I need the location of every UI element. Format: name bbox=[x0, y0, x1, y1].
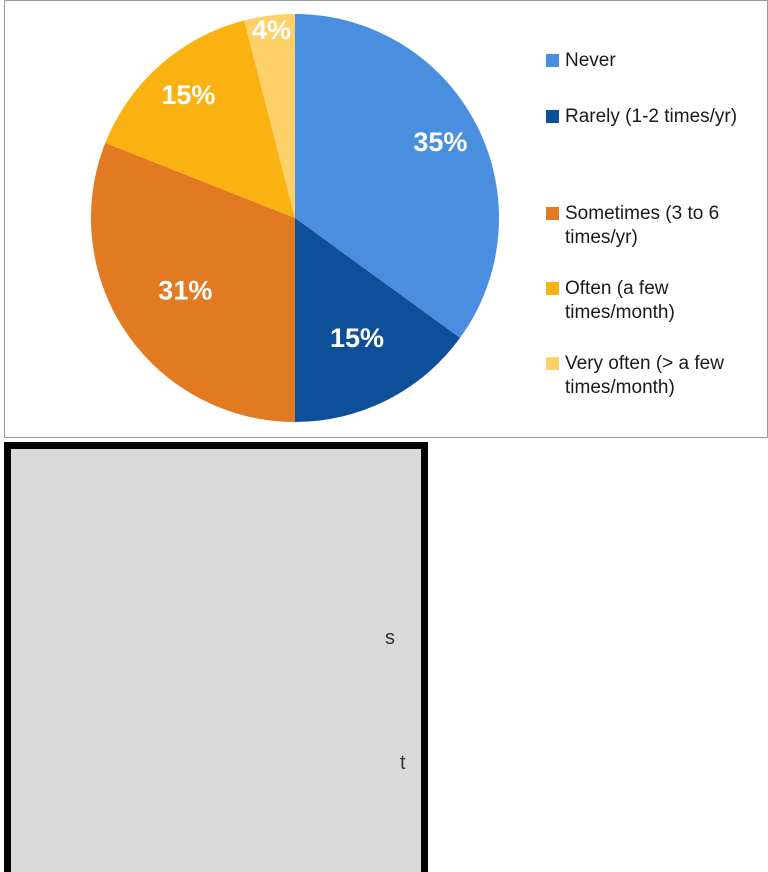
gray-panel: s t bbox=[4, 442, 428, 872]
legend-label: Very often (> a few times/month) bbox=[565, 353, 724, 398]
legend-swatch bbox=[546, 282, 559, 295]
pie-slice-never bbox=[295, 14, 499, 338]
data-label-rarely: 15% bbox=[330, 323, 384, 353]
legend-swatch bbox=[546, 110, 559, 123]
chart-area: 35% 15% 31% 15% 4% Never Rarely (1-2 times/yr… bbox=[4, 0, 768, 438]
legend-label: Sometimes (3 to 6 times/yr) bbox=[565, 203, 720, 248]
legend-item-sometimes: Sometimes (3 to 6 times/yr) bbox=[546, 202, 768, 250]
legend-item-never: Never bbox=[546, 49, 768, 73]
legend-label: Rarely (1-2 times/yr) bbox=[565, 106, 738, 127]
legend-item-often: Often (a few times/month) bbox=[546, 277, 768, 325]
legend-label: Never bbox=[565, 50, 616, 71]
pie-slice-often bbox=[105, 20, 296, 219]
pie-slice-very bbox=[244, 14, 295, 218]
legend-swatch bbox=[546, 54, 559, 67]
text-fragment-s: s bbox=[385, 627, 395, 649]
legend-swatch bbox=[546, 207, 559, 220]
legend-item-rarely: Rarely (1-2 times/yr) bbox=[546, 105, 768, 129]
data-label-very: 4% bbox=[252, 15, 291, 45]
pie-slice-sometimes bbox=[90, 142, 295, 422]
pie-slice-rarely bbox=[295, 218, 461, 422]
legend-swatch bbox=[546, 357, 559, 370]
pie-chart: 35% 15% 31% 15% 4% bbox=[90, 14, 499, 422]
legend-label: Often (a few times/month) bbox=[565, 278, 675, 323]
data-label-sometimes: 31% bbox=[158, 276, 212, 306]
text-fragment-t: t bbox=[400, 752, 406, 774]
legend-item-very: Very often (> a few times/month) bbox=[546, 352, 768, 400]
data-label-never: 35% bbox=[413, 127, 467, 157]
data-label-often: 15% bbox=[161, 80, 215, 110]
